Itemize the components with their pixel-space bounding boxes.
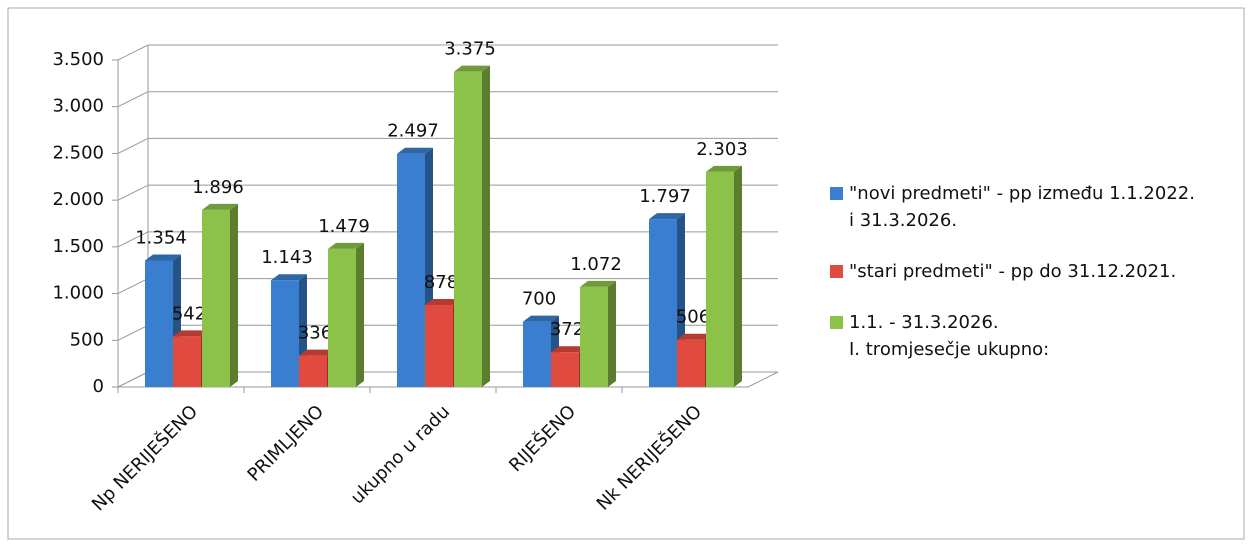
grid-line: [117, 137, 149, 154]
bar-top: [551, 346, 587, 353]
y-tick-label: 2.000: [52, 189, 104, 210]
value-label: 1.896: [192, 177, 244, 198]
bar: [202, 203, 238, 387]
y-tick-label: 3.500: [52, 49, 104, 70]
legend: "novi predmeti" - pp između 1.1.2022. i …: [830, 180, 1195, 387]
legend-item: "stari predmeti" - pp do 31.12.2021.: [830, 258, 1195, 285]
bar-top: [454, 65, 490, 72]
value-label: 700: [522, 289, 556, 310]
bar-front: [425, 304, 453, 387]
bar-top: [145, 254, 181, 261]
bar-top: [523, 315, 559, 322]
bar-front: [299, 355, 327, 387]
legend-label: 1.1. - 31.3.2026. I. tromjesečje ukupno:: [849, 312, 1050, 360]
x-tick-label: RIJEŠENO: [504, 401, 580, 477]
y-tick-label: 1.000: [52, 283, 104, 304]
x-tick-label: Nk NERIJEŠENO: [592, 401, 706, 515]
y-tick-label: 1.500: [52, 236, 104, 257]
x-tick-label: ukupno u radu: [347, 401, 454, 508]
legend-swatch: [830, 265, 843, 278]
bar-side: [230, 203, 238, 387]
value-label: 336: [298, 323, 332, 344]
bar-top: [706, 165, 742, 172]
bar: [706, 165, 742, 387]
bar: [580, 280, 616, 387]
bar-front: [173, 336, 201, 387]
value-label: 3.375: [444, 39, 496, 60]
legend-swatch: [830, 187, 843, 200]
grid-line: [117, 278, 149, 295]
y-tick-label: 3.000: [52, 96, 104, 117]
bar-top: [299, 349, 335, 356]
bar-front: [523, 321, 551, 387]
x-tick-label: PRIMLJENO: [244, 401, 329, 486]
value-label: 1.072: [570, 254, 622, 275]
value-label: 372: [550, 319, 584, 340]
y-tick-label: 0: [93, 376, 104, 397]
bar-top: [397, 147, 433, 154]
bar-top: [328, 242, 364, 249]
bar-front: [145, 260, 173, 387]
grid-line: [117, 231, 149, 248]
legend-swatch: [830, 316, 843, 329]
bar: [454, 65, 490, 387]
bar-top: [677, 333, 713, 340]
bar-front: [649, 219, 677, 387]
value-label: 2.303: [696, 139, 748, 160]
bar: [649, 213, 685, 387]
value-label: 1.143: [261, 247, 313, 268]
value-label: 1.479: [318, 216, 370, 237]
legend-item: 1.1. - 31.3.2026. I. tromjesečje ukupno:: [830, 309, 1195, 363]
bar-front: [271, 280, 299, 387]
frame: [7, 7, 1245, 540]
bar-front: [202, 209, 230, 387]
bar-top: [202, 203, 238, 210]
bar-side: [482, 65, 490, 387]
grid-line: [117, 44, 149, 61]
bar-top: [271, 274, 307, 281]
value-label: 1.797: [639, 186, 691, 207]
legend-label: "novi predmeti" - pp između 1.1.2022. i …: [849, 183, 1195, 231]
grid-line: [117, 91, 149, 108]
value-label: 1.354: [135, 227, 187, 248]
bar-front: [580, 286, 608, 387]
bar-top: [580, 280, 616, 287]
bar-front: [677, 339, 705, 387]
bar-front: [551, 352, 579, 387]
bar-side: [608, 280, 616, 387]
bar-front: [706, 171, 734, 387]
y-tick-label: 2.500: [52, 142, 104, 163]
grid-line: [117, 324, 149, 341]
bar: [328, 242, 364, 387]
bar-front: [328, 248, 356, 387]
legend-label: "stari predmeti" - pp do 31.12.2021.: [849, 261, 1177, 282]
x-tick-label: Np NERIJEŠENO: [87, 401, 202, 516]
bar-top: [425, 298, 461, 305]
grid-line: [117, 184, 149, 201]
value-label: 506: [676, 307, 710, 328]
bar-side: [356, 242, 364, 387]
bar-front: [397, 153, 425, 387]
value-label: 542: [172, 303, 206, 324]
bar-top: [649, 213, 685, 220]
bar-front: [454, 71, 482, 387]
y-tick-label: 500: [70, 329, 104, 350]
value-label: 878: [424, 272, 458, 293]
legend-item: "novi predmeti" - pp između 1.1.2022. i …: [830, 180, 1195, 234]
bar-top: [173, 330, 209, 337]
bar-side: [734, 165, 742, 387]
value-label: 2.497: [387, 121, 439, 142]
